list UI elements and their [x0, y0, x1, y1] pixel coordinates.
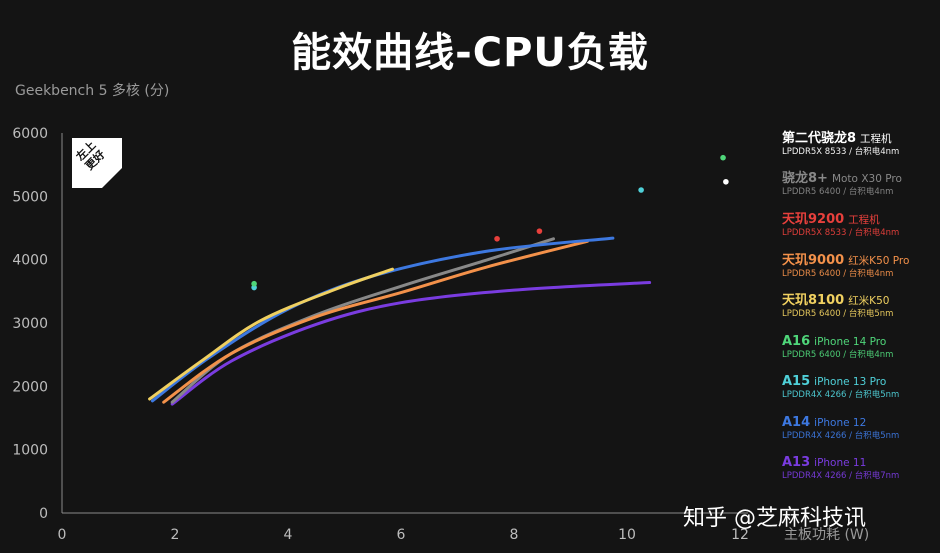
legend-chip-name: 天玑9000 红米K50 Pro — [782, 253, 940, 269]
legend-memory-process: LPDDR5X 8533 / 台积电4nm — [782, 228, 900, 238]
y-axis-label: Geekbench 5 多核 (分) — [15, 83, 170, 99]
legend-device-model: 红米K50 — [848, 295, 890, 307]
legend-chip-name: A13 iPhone 11 — [782, 455, 940, 471]
legend-chip-name: 骁龙8+ Moto X30 Pro — [782, 171, 940, 187]
legend-item: A15 iPhone 13 Pro LPDDR4X 4266 / 台积电5nm — [782, 374, 940, 401]
x-tick-label: 10 — [618, 527, 636, 543]
legend-device-model: 红米K50 Pro — [848, 255, 910, 267]
y-tick-label: 5000 — [12, 189, 48, 205]
legend-series-name: A16 — [782, 334, 811, 349]
chart-title: 能效曲线-CPU负载 — [291, 30, 649, 76]
series-7-curve — [150, 236, 615, 403]
legend-memory-process: LPDDR5 6400 / 台积电4nm — [782, 350, 894, 360]
legend-device-model: Moto X30 Pro — [831, 173, 902, 185]
y-tick-label: 2000 — [12, 379, 48, 395]
legend-item: 天玑9200 工程机 LPDDR5X 8533 / 台积电4nm — [782, 212, 940, 239]
y-tick-label: 0 — [39, 506, 48, 522]
x-tick-label: 12 — [731, 527, 749, 543]
x-axis-label: 主板功耗 (W) — [784, 527, 869, 543]
series-3-curve — [162, 239, 589, 404]
legend-item: 第二代骁龙8 工程机 LPDDR5X 8533 / 台积电4nm — [782, 131, 940, 158]
legend-device-model: iPhone 11 — [814, 457, 867, 469]
x-tick-label: 8 — [510, 527, 519, 543]
legend-series-name: A14 — [782, 415, 811, 430]
legend-device-model: 工程机 — [860, 133, 892, 145]
legend-chip-name: A15 iPhone 13 Pro — [782, 374, 940, 390]
x-tick-label: 6 — [397, 527, 406, 543]
y-tick-label: 1000 — [12, 443, 48, 459]
y-tick-label: 3000 — [12, 316, 48, 332]
legend-device-model: iPhone 14 Pro — [814, 336, 887, 348]
y-tick-label: 6000 — [12, 126, 48, 142]
legend-chip-name: A16 iPhone 14 Pro — [782, 334, 940, 350]
legend-series-name: 天玑8100 — [782, 293, 845, 308]
legend-memory-process: LPDDR5X 8533 / 台积电4nm — [782, 147, 900, 157]
legend-device-model: iPhone 13 Pro — [814, 376, 887, 388]
legend-memory-process: LPDDR4X 4266 / 台积电7nm — [782, 471, 900, 481]
series-5-point — [720, 154, 726, 161]
legend-item: A14 iPhone 12 LPDDR4X 4266 / 台积电5nm — [782, 415, 940, 442]
legend-chip-name: 第二代骁龙8 工程机 — [782, 131, 940, 147]
legend-series-name: 骁龙8+ — [782, 171, 828, 186]
x-tick-label: 2 — [171, 527, 180, 543]
y-tick-label: 4000 — [12, 253, 48, 269]
legend-item: 天玑8100 红米K50 LPDDR5 6400 / 台积电5nm — [782, 293, 940, 320]
legend-item: A13 iPhone 11 LPDDR4X 4266 / 台积电7nm — [782, 455, 940, 482]
series-2-point — [494, 235, 500, 242]
legend-series-name: A13 — [782, 455, 811, 470]
legend-item: 骁龙8+ Moto X30 Pro LPDDR5 6400 / 台积电4nm — [782, 171, 940, 198]
legend-device-model: 工程机 — [848, 214, 880, 226]
series-8-curve — [170, 281, 652, 406]
legend-memory-process: LPDDR4X 4266 / 台积电5nm — [782, 390, 900, 400]
legend-memory-process: LPDDR5 6400 / 台积电5nm — [782, 309, 894, 319]
watermark: 知乎 @芝麻科技讯 — [683, 506, 866, 531]
legend-chip-name: 天玑9200 工程机 — [782, 212, 940, 228]
x-tick-label: 4 — [284, 527, 293, 543]
series-2-point — [536, 228, 543, 234]
legend-series-name: A15 — [782, 374, 811, 389]
series-0-point — [723, 178, 729, 185]
legend-memory-process: LPDDR4X 4266 / 台积电5nm — [782, 431, 900, 441]
series-5-point — [251, 280, 257, 287]
legend-series-name: 天玑9200 — [782, 212, 845, 227]
series-6-point — [638, 187, 644, 193]
better-direction-badge — [72, 138, 122, 188]
legend-memory-process: LPDDR5 6400 / 台积电4nm — [782, 187, 894, 197]
legend-device-model: iPhone 12 — [814, 417, 867, 429]
legend-memory-process: LPDDR5 6400 / 台积电4nm — [782, 269, 894, 279]
legend-chip-name: 天玑8100 红米K50 — [782, 293, 940, 309]
series-4-curve — [148, 267, 394, 401]
legend-chip-name: A14 iPhone 12 — [782, 415, 940, 431]
legend-series-name: 天玑9000 — [782, 253, 845, 268]
x-tick-label: 0 — [58, 527, 67, 543]
legend-item: 天玑9000 红米K50 Pro LPDDR5 6400 / 台积电4nm — [782, 253, 940, 280]
legend-item: A16 iPhone 14 Pro LPDDR5 6400 / 台积电4nm — [782, 334, 940, 361]
legend-series-name: 第二代骁龙8 — [782, 131, 857, 146]
